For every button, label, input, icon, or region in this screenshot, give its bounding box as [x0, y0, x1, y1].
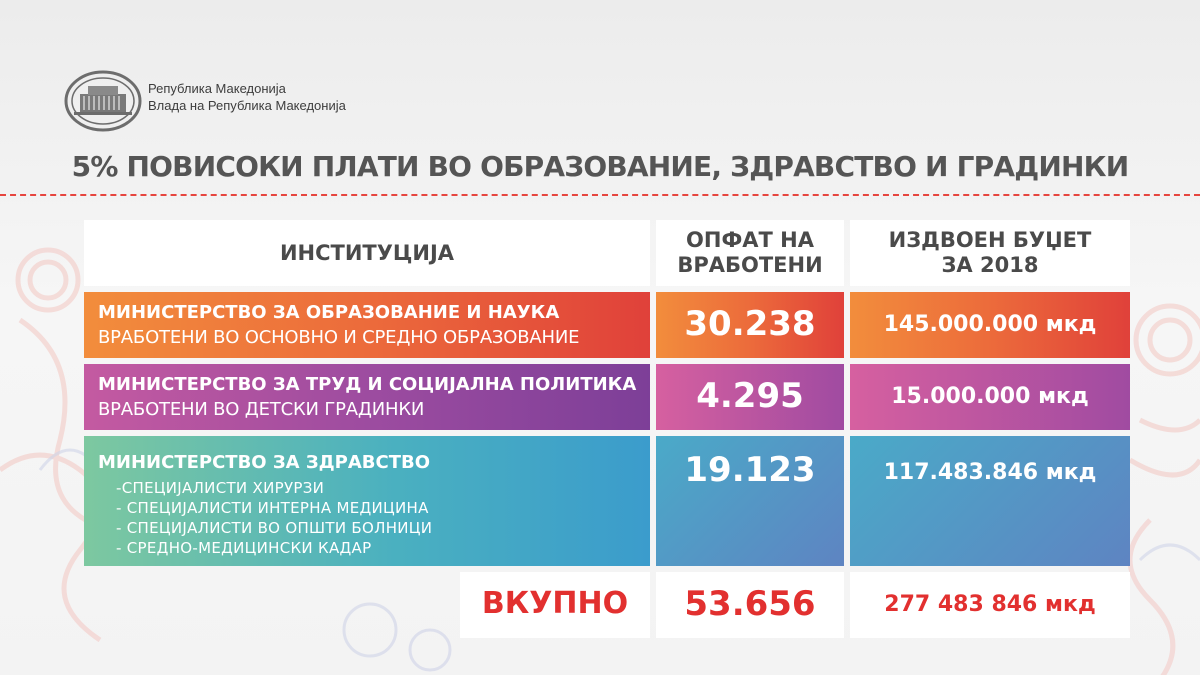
- budget-cell-education: 145.000.000 мкд: [850, 292, 1130, 358]
- list-item: - СПЕЦИЈАЛИСТИ ИНТЕРНА МЕДИЦИНА: [116, 499, 429, 517]
- header-budget: ИЗДВОЕН БУЏЕТ ЗА 2018: [850, 220, 1130, 286]
- ministry-name: МИНИСТЕРСТВО ЗА ТРУД И СОЦИЈАЛНА ПОЛИТИК…: [98, 374, 637, 395]
- table-row-education: МИНИСТЕРСТВО ЗА ОБРАЗОВАНИЕ И НАУКА ВРАБ…: [84, 292, 650, 358]
- budget-value: 117.483.846 мкд: [883, 460, 1097, 485]
- list-item: -СПЕЦИЈАЛИСТИ ХИРУРЗИ: [116, 479, 325, 497]
- ministry-description: ВРАБОТЕНИ ВО ДЕТСКИ ГРАДИНКИ: [98, 399, 425, 420]
- header-employees-line1: ОПФАТ НА: [686, 228, 814, 252]
- government-title: Влада на Република Македонија: [148, 98, 346, 113]
- total-label: ВКУПНО: [481, 586, 629, 621]
- budget-cell-health: 117.483.846 мкд: [850, 436, 1130, 566]
- table-row-social-policy: МИНИСТЕРСТВО ЗА ТРУД И СОЦИЈАЛНА ПОЛИТИК…: [84, 364, 650, 430]
- header-institution-label: ИНСТИТУЦИЈА: [279, 240, 455, 265]
- table-row-health: МИНИСТЕРСТВО ЗА ЗДРАВСТВО -СПЕЦИЈАЛИСТИ …: [84, 436, 650, 566]
- header-budget-line2: ЗА 2018: [941, 253, 1039, 277]
- total-budget-cell: 277 483 846 мкд: [850, 572, 1130, 638]
- ministry-name: МИНИСТЕРСТВО ЗА ОБРАЗОВАНИЕ И НАУКА: [98, 302, 560, 323]
- header-institution: ИНСТИТУЦИЈА: [84, 220, 650, 286]
- list-item: - СРЕДНО-МЕДИЦИНСКИ КАДАР: [116, 539, 372, 557]
- total-budget-value: 277 483 846 мкд: [884, 592, 1096, 617]
- dashed-divider: [0, 194, 1200, 196]
- list-item: - СПЕЦИЈАЛИСТИ ВО ОПШТИ БОЛНИЦИ: [116, 519, 433, 537]
- budget-value: 15.000.000 мкд: [891, 384, 1089, 409]
- ministry-description: ВРАБОТЕНИ ВО ОСНОВНО И СРЕДНО ОБРАЗОВАНИ…: [98, 327, 580, 348]
- employees-cell-education: 30.238: [656, 292, 844, 358]
- employees-value: 4.295: [696, 376, 804, 416]
- total-label-cell: ВКУПНО: [460, 572, 650, 638]
- total-employees-value: 53.656: [684, 584, 816, 624]
- employees-value: 30.238: [684, 304, 816, 344]
- ministry-name: МИНИСТЕРСТВО ЗА ЗДРАВСТВО: [98, 452, 431, 473]
- employees-cell-health: 19.123: [656, 436, 844, 566]
- country-name: Република Македонија: [148, 81, 286, 96]
- health-staff-list: -СПЕЦИЈАЛИСТИ ХИРУРЗИ - СПЕЦИЈАЛИСТИ ИНТ…: [116, 478, 432, 558]
- budget-cell-social-policy: 15.000.000 мкд: [850, 364, 1130, 430]
- government-name: Република Македонија Влада на Република …: [148, 80, 346, 114]
- employees-value: 19.123: [684, 450, 816, 490]
- header-employees: ОПФАТ НА ВРАБОТЕНИ: [656, 220, 844, 286]
- page-title: 5% ПОВИСОКИ ПЛАТИ ВО ОБРАЗОВАНИЕ, ЗДРАВС…: [71, 150, 1130, 183]
- header-budget-line1: ИЗДВОЕН БУЏЕТ: [888, 228, 1092, 252]
- budget-value: 145.000.000 мкд: [883, 312, 1097, 337]
- government-building-logo-icon: [64, 70, 142, 132]
- total-employees-cell: 53.656: [656, 572, 844, 638]
- header-employees-line2: ВРАБОТЕНИ: [677, 253, 823, 277]
- employees-cell-social-policy: 4.295: [656, 364, 844, 430]
